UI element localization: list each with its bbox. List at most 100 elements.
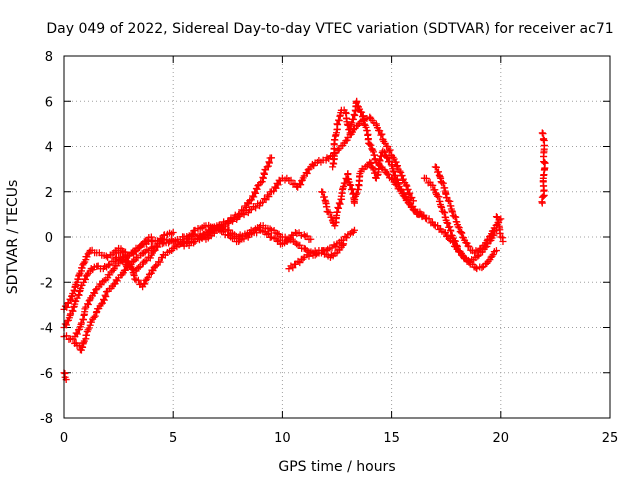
interp-point bbox=[404, 185, 412, 193]
interp-point bbox=[430, 221, 438, 229]
interp-point bbox=[439, 179, 447, 187]
interp-point bbox=[319, 247, 327, 255]
interp-point bbox=[91, 312, 99, 320]
interp-point bbox=[358, 108, 366, 116]
data-point bbox=[499, 238, 507, 246]
interp-point bbox=[229, 217, 237, 225]
interp-point bbox=[367, 141, 375, 149]
interp-point bbox=[378, 130, 386, 138]
data-point bbox=[366, 158, 374, 166]
y-tick-label: 0 bbox=[45, 231, 53, 246]
interp-point bbox=[432, 163, 440, 171]
interp-point bbox=[359, 116, 367, 124]
interp-point bbox=[399, 175, 407, 183]
data-points bbox=[60, 97, 549, 384]
interp-point bbox=[390, 168, 398, 176]
interp-point bbox=[406, 199, 414, 207]
interp-point bbox=[152, 262, 160, 270]
interp-point bbox=[352, 190, 360, 198]
interp-point bbox=[335, 204, 343, 212]
interp-point bbox=[260, 195, 268, 203]
interp-point bbox=[392, 158, 400, 166]
interp-point bbox=[396, 167, 404, 175]
interp-point bbox=[274, 181, 282, 189]
interp-point bbox=[69, 307, 77, 315]
interp-point bbox=[540, 158, 548, 166]
x-tick-label: 20 bbox=[493, 431, 510, 446]
interp-point bbox=[83, 271, 91, 279]
y-tick-label: -6 bbox=[40, 367, 53, 382]
interp-point bbox=[360, 120, 368, 128]
interp-point bbox=[84, 300, 92, 308]
data-point bbox=[246, 197, 254, 205]
interp-point bbox=[371, 155, 379, 163]
interp-point bbox=[134, 276, 142, 284]
interp-point bbox=[275, 236, 283, 244]
interp-point bbox=[453, 243, 461, 251]
interp-point bbox=[384, 170, 392, 178]
data-point bbox=[169, 228, 177, 236]
interp-point bbox=[303, 169, 311, 177]
interp-point bbox=[73, 330, 81, 338]
interp-point bbox=[362, 123, 370, 131]
interp-point bbox=[296, 259, 304, 267]
interp-point bbox=[456, 228, 464, 236]
interp-point bbox=[435, 171, 443, 179]
interp-point bbox=[406, 189, 414, 197]
interp-point bbox=[90, 313, 98, 321]
data-point bbox=[492, 213, 500, 221]
interp-point bbox=[250, 193, 258, 201]
data-point bbox=[257, 179, 265, 187]
interp-point bbox=[446, 223, 454, 231]
interp-point bbox=[87, 318, 95, 326]
interp-point bbox=[83, 331, 91, 339]
y-tick-label: -2 bbox=[40, 276, 53, 291]
interp-point bbox=[101, 291, 109, 299]
interp-point bbox=[102, 293, 110, 301]
interp-point bbox=[150, 247, 158, 255]
data-point bbox=[539, 136, 547, 144]
x-tick-label: 5 bbox=[169, 431, 177, 446]
interp-point bbox=[195, 236, 203, 244]
interp-point bbox=[80, 339, 88, 347]
interp-point bbox=[189, 230, 197, 238]
interp-point bbox=[206, 227, 214, 235]
interp-point bbox=[105, 261, 113, 269]
interp-point bbox=[343, 234, 351, 242]
interp-point bbox=[91, 289, 99, 297]
interp-point bbox=[340, 182, 348, 190]
interp-point bbox=[209, 224, 217, 232]
y-tick-label: 2 bbox=[45, 186, 53, 201]
interp-point bbox=[141, 280, 149, 288]
interp-point bbox=[336, 200, 344, 208]
interp-point bbox=[368, 145, 376, 153]
x-tick-label: 15 bbox=[383, 431, 400, 446]
data-point bbox=[409, 206, 417, 214]
interp-point bbox=[351, 196, 359, 204]
interp-point bbox=[100, 296, 108, 304]
interp-point bbox=[443, 193, 451, 201]
interp-point bbox=[252, 204, 260, 212]
interp-point bbox=[116, 257, 124, 265]
interp-point bbox=[451, 237, 459, 245]
interp-point bbox=[97, 300, 105, 308]
interp-point bbox=[347, 120, 355, 128]
interp-point bbox=[253, 185, 261, 193]
interp-point bbox=[265, 193, 273, 201]
interp-point bbox=[458, 229, 466, 237]
interp-point bbox=[400, 189, 408, 197]
interp-point bbox=[385, 147, 393, 155]
interp-point bbox=[347, 181, 355, 189]
interp-point bbox=[204, 226, 212, 234]
series-arc-h bbox=[285, 240, 348, 273]
interp-point bbox=[397, 168, 405, 176]
interp-point bbox=[113, 277, 121, 285]
data-point bbox=[538, 199, 546, 207]
interp-point bbox=[287, 176, 295, 184]
interp-point bbox=[127, 261, 135, 269]
interp-point bbox=[142, 237, 150, 245]
interp-point bbox=[402, 181, 410, 189]
interp-point bbox=[425, 215, 433, 223]
data-point bbox=[267, 154, 275, 162]
